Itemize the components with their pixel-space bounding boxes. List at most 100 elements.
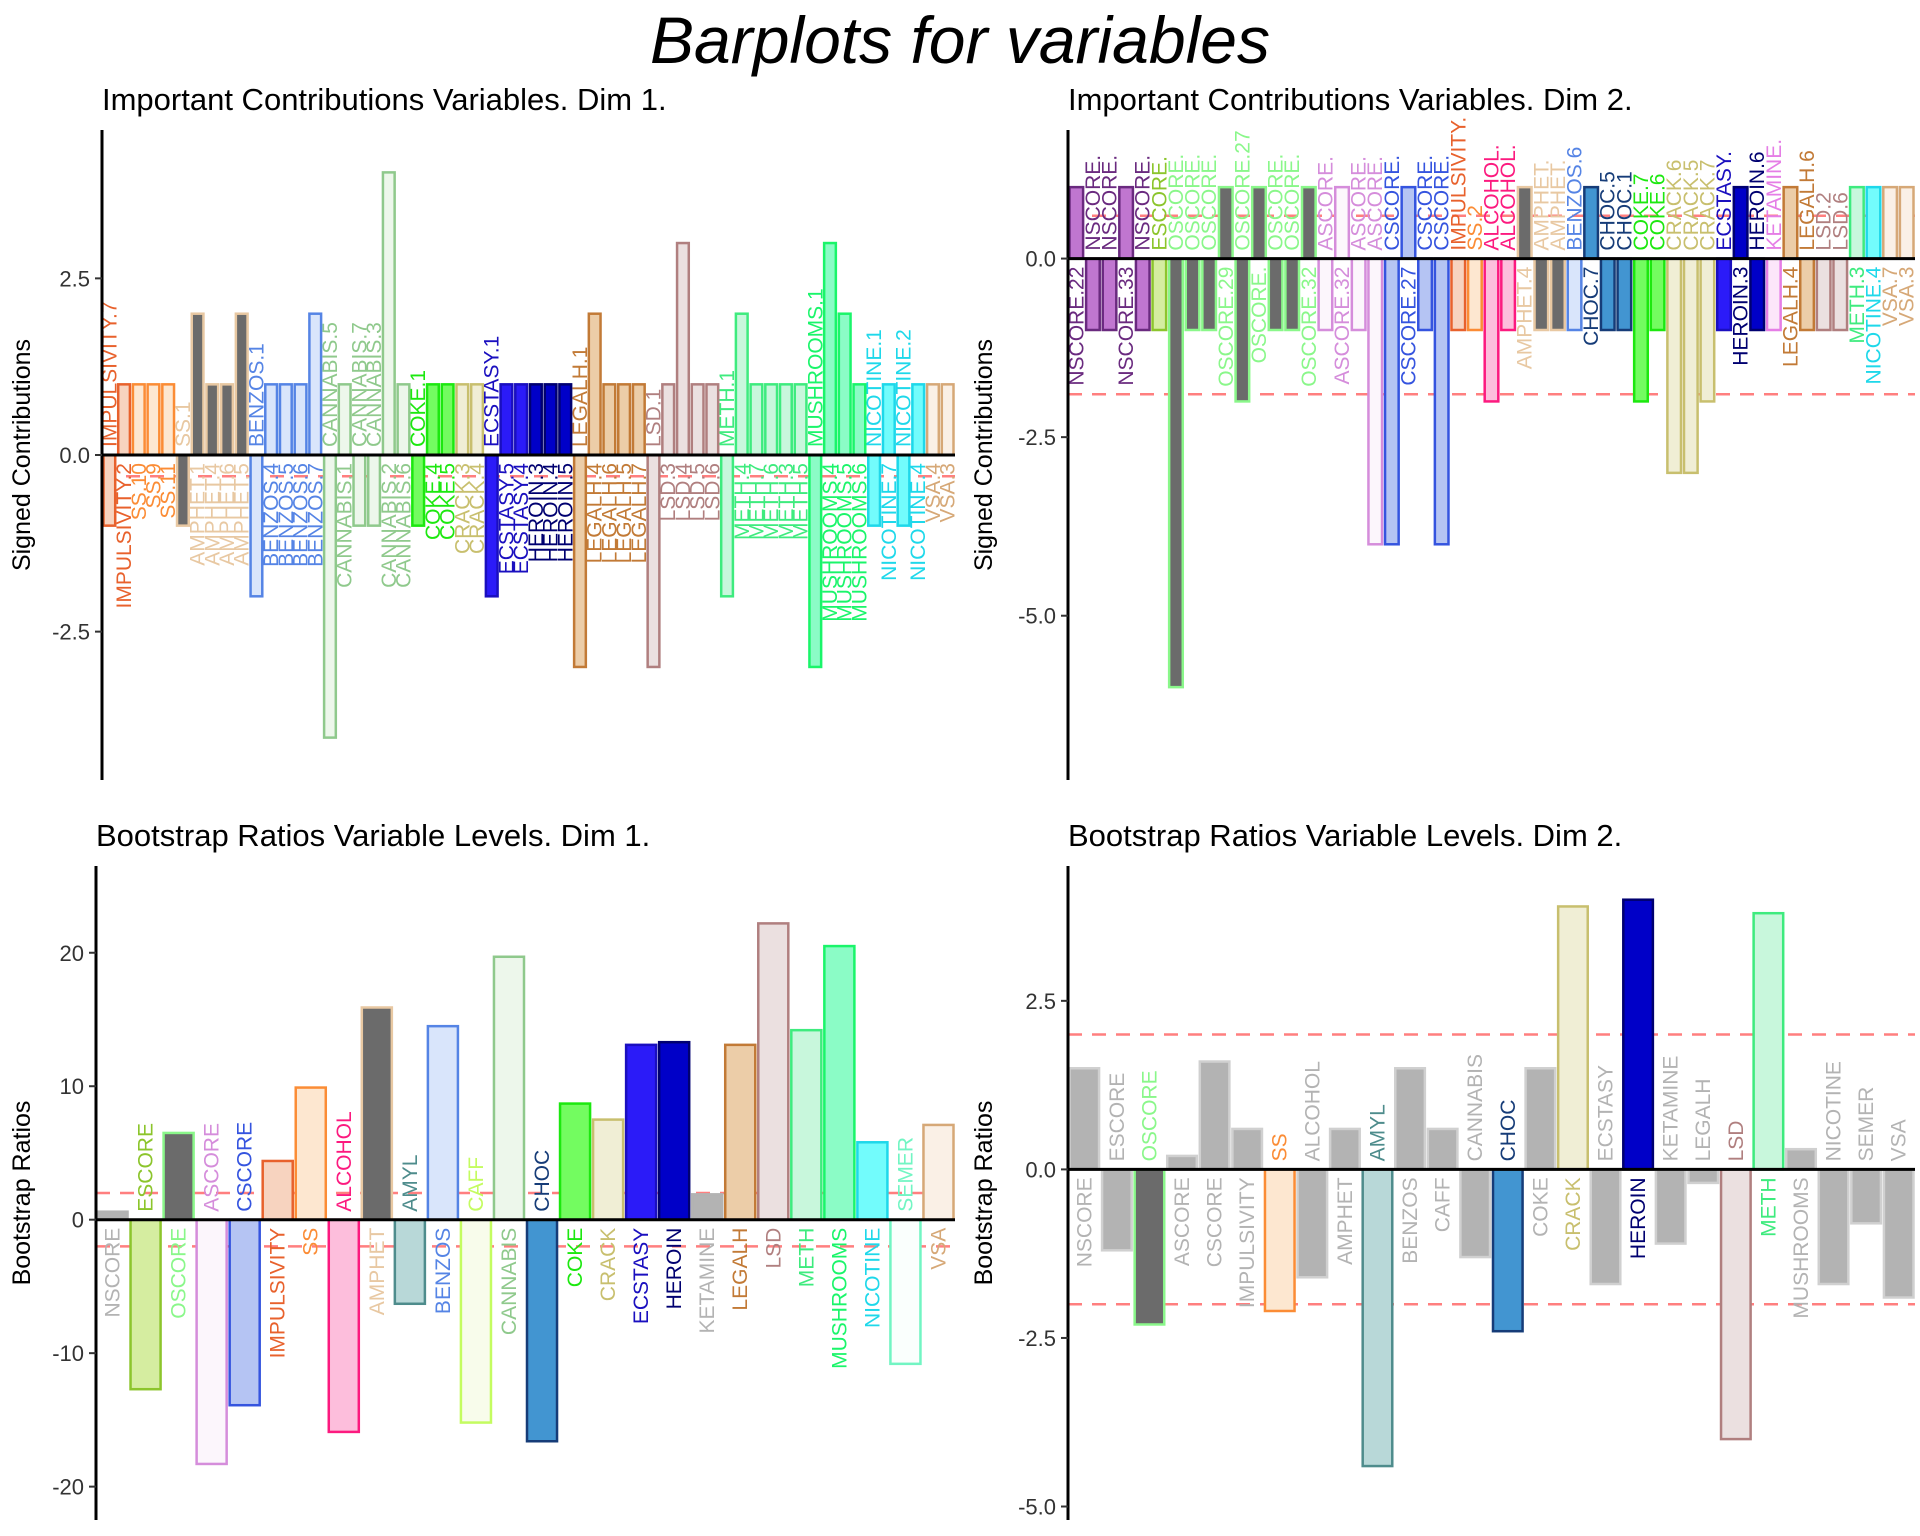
bar bbox=[195, 1218, 228, 1466]
bar bbox=[1084, 257, 1101, 332]
bar bbox=[1367, 257, 1384, 546]
bar bbox=[764, 383, 779, 457]
bar bbox=[426, 1024, 460, 1221]
bar-label: HEROIN.3 bbox=[525, 463, 548, 562]
bar bbox=[1798, 257, 1816, 332]
bar bbox=[228, 1218, 261, 1407]
bar-label: MUSHROOMS.5 bbox=[834, 463, 857, 622]
bar bbox=[1267, 257, 1284, 332]
bar bbox=[1426, 1127, 1459, 1171]
bar bbox=[1865, 185, 1882, 260]
bar bbox=[1622, 898, 1655, 1171]
bar bbox=[1882, 185, 1899, 260]
bar bbox=[657, 1040, 691, 1221]
bar bbox=[278, 383, 293, 457]
bar bbox=[624, 1043, 658, 1221]
bar-label: AMYL bbox=[399, 1155, 422, 1212]
y-tick-label: -10 bbox=[52, 1341, 84, 1366]
y-tick-label: 2.5 bbox=[59, 266, 90, 291]
bar-label: ASCORE. bbox=[1348, 156, 1371, 251]
bar-label: CHOC.1 bbox=[1613, 171, 1636, 250]
bar-label: IMPULSIVITY. bbox=[1447, 117, 1470, 251]
bar bbox=[822, 241, 838, 457]
bar bbox=[514, 383, 529, 457]
panel-bootstrap-dim2: Bootstrap Ratios Variable Levels. Dim 2.… bbox=[970, 818, 1915, 1520]
bar bbox=[1654, 1168, 1687, 1245]
bar-label: MUSHROOMS bbox=[1790, 1177, 1813, 1318]
bar-label: NICOTINE.4 bbox=[1862, 266, 1885, 384]
bar-label: CSCORE. bbox=[1381, 155, 1404, 251]
bar-label: LEGALH.1 bbox=[569, 347, 592, 447]
bar bbox=[1296, 1168, 1329, 1279]
bar-label: METH.6 bbox=[760, 463, 783, 540]
bar-label: ECSTASY.1 bbox=[481, 336, 504, 447]
bar-label: ALCOHOL. bbox=[1481, 144, 1504, 250]
bar bbox=[1165, 1154, 1199, 1171]
bar-label: METH.3 bbox=[775, 463, 798, 540]
bar bbox=[602, 383, 617, 457]
bar-label: SS bbox=[300, 1228, 323, 1256]
bar-label: SEMER bbox=[1855, 1087, 1878, 1162]
bar bbox=[1784, 1147, 1818, 1171]
bar-label: COKE.4 bbox=[422, 463, 445, 540]
bar-label: OSCORE.29 bbox=[1215, 267, 1238, 387]
bar bbox=[1231, 1127, 1264, 1171]
bar bbox=[381, 171, 396, 457]
bar-label: HEROIN.4 bbox=[540, 463, 563, 563]
bar-label: AMPHET.1 bbox=[187, 463, 210, 566]
bar-label: OSCORE. bbox=[1165, 154, 1188, 251]
bar bbox=[1752, 911, 1785, 1171]
y-tick-label: 0 bbox=[72, 1208, 84, 1233]
bar-label: METH.7 bbox=[745, 463, 768, 540]
bar bbox=[425, 383, 441, 457]
bar-label: LEGALH.4 bbox=[584, 463, 607, 564]
bar-label: CANNABIS bbox=[498, 1228, 521, 1335]
bar bbox=[1450, 257, 1467, 332]
bar-label: IMPULSIVITY.7 bbox=[98, 301, 121, 447]
bar-label: CRACK.3 bbox=[451, 463, 474, 554]
bar-label: NSCORE.22 bbox=[1065, 267, 1088, 386]
y-tick-label: -2.5 bbox=[52, 620, 90, 645]
bar bbox=[889, 1218, 922, 1366]
bar-label: HEROIN.6 bbox=[1746, 151, 1769, 250]
bar-label: MUSHROOMS bbox=[828, 1228, 851, 1369]
bar-label: CHOC bbox=[531, 1150, 554, 1212]
bar bbox=[1533, 257, 1550, 332]
bar bbox=[293, 383, 308, 457]
bar-label: NICOTINE bbox=[1823, 1061, 1846, 1161]
bar-label: IMPULSIVITY bbox=[1236, 1177, 1259, 1308]
bar-label: OSCORE bbox=[168, 1228, 191, 1319]
bar-label: METH.3 bbox=[1846, 267, 1869, 344]
y-tick-label: -5.0 bbox=[1018, 604, 1056, 629]
bar-label: IMPULSIVITY bbox=[267, 1228, 290, 1359]
bar-label: CHOC bbox=[1497, 1100, 1520, 1162]
bar-label: SS.11 bbox=[157, 463, 180, 519]
y-axis-label: Signed Contributions bbox=[8, 339, 36, 571]
bar-label: NSCORE. bbox=[1132, 155, 1155, 251]
bar-label: METH.5 bbox=[790, 463, 813, 540]
bar bbox=[1817, 1168, 1850, 1286]
bar-label: LEGALH.6 bbox=[598, 463, 621, 563]
bar-label: CRACK.6 bbox=[1663, 160, 1686, 251]
bar bbox=[1459, 1168, 1492, 1259]
bar-label: AMPHET.6 bbox=[216, 463, 239, 566]
bar-label: METH.4 bbox=[731, 463, 754, 540]
bar bbox=[1882, 1168, 1915, 1299]
bar-label: AMPHET.4 bbox=[201, 463, 224, 566]
y-tick-label: 2.5 bbox=[1025, 989, 1056, 1014]
bar-label: CANNABIS.1 bbox=[334, 463, 357, 588]
bar bbox=[690, 1193, 724, 1221]
bar-label: MUSHROOMS.1 bbox=[804, 288, 827, 447]
y-tick-label: 0.0 bbox=[1025, 1157, 1056, 1182]
bar bbox=[940, 383, 955, 457]
bar-label: CSCORE.27 bbox=[1397, 267, 1420, 386]
bar bbox=[1184, 257, 1201, 332]
bar-label: VSA.7 bbox=[1879, 267, 1902, 327]
bar-label: BENZOS.1 bbox=[245, 343, 268, 447]
bar-label: LSD.6 bbox=[1829, 192, 1852, 250]
bar-label: CANNABIS.7 bbox=[348, 322, 371, 447]
bar bbox=[1167, 257, 1185, 689]
bar bbox=[856, 1141, 889, 1221]
bar-label: ALCOHOL bbox=[333, 1111, 356, 1211]
bar bbox=[1483, 257, 1500, 403]
